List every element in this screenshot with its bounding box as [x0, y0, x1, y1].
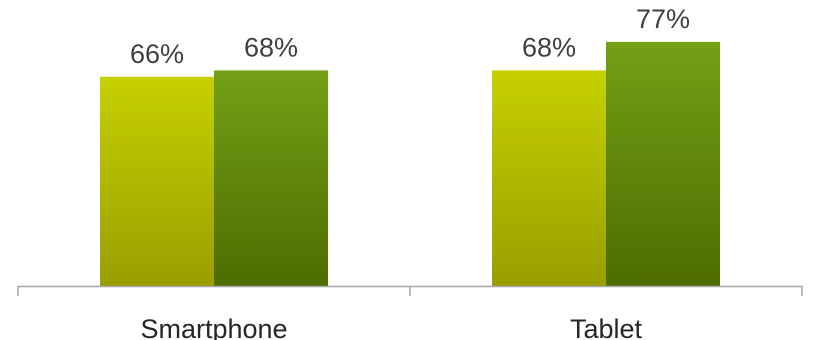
bars-layer	[100, 41, 720, 286]
bar-smartphone-series-2	[214, 70, 328, 286]
bar-tablet-series-1	[492, 70, 606, 286]
data-labels-layer: 66% 68% 68% 77%	[130, 4, 690, 69]
x-tick-label-tablet: Tablet	[570, 314, 643, 340]
bar-smartphone-series-1	[100, 76, 214, 286]
data-label-smartphone-series-2: 68%	[244, 32, 298, 62]
data-label-tablet-series-1: 68%	[522, 32, 576, 62]
data-label-tablet-series-2: 77%	[636, 4, 690, 34]
x-axis: Smartphone Tablet	[17, 285, 803, 340]
data-label-smartphone-series-1: 66%	[130, 39, 184, 69]
bar-tablet-series-2	[606, 41, 720, 286]
x-tick-label-smartphone: Smartphone	[140, 314, 287, 340]
